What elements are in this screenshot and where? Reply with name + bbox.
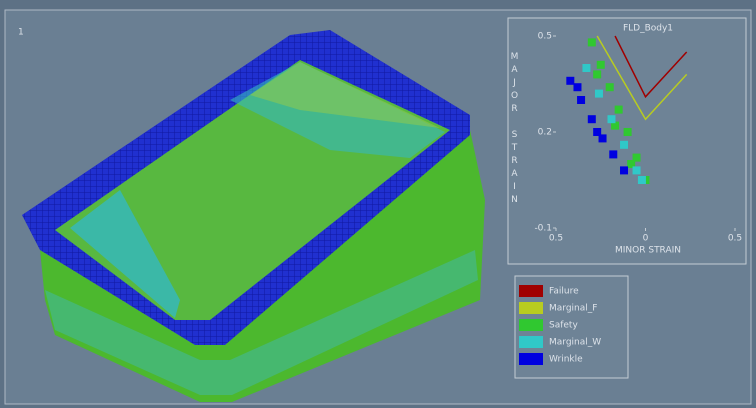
- legend-swatch: [519, 319, 543, 331]
- strain-point: [588, 38, 596, 46]
- strain-point: [620, 141, 628, 149]
- legend-label: Wrinkle: [549, 355, 583, 365]
- strain-point: [624, 128, 632, 136]
- legend-label: Marginal_W: [549, 338, 601, 348]
- strain-point: [595, 90, 603, 98]
- x-tick-label: 0: [643, 234, 649, 244]
- strain-point: [638, 176, 646, 184]
- strain-point: [597, 61, 605, 69]
- y-axis-label: MAJOR STRAIN: [510, 52, 520, 208]
- y-tick-label: 0.5: [538, 32, 552, 42]
- chart-title: FLD_Body1: [623, 24, 673, 34]
- x-axis-label: MINOR STRAIN: [615, 246, 681, 256]
- strain-point: [620, 166, 628, 174]
- legend-label: Failure: [549, 287, 579, 297]
- strain-point: [615, 106, 623, 114]
- strain-point: [566, 77, 574, 85]
- strain-point: [607, 115, 615, 123]
- x-tick-label: 0.5: [728, 234, 742, 244]
- x-tick-label: 0.5: [549, 234, 563, 244]
- strain-point: [582, 64, 590, 72]
- strain-point: [593, 70, 601, 78]
- strain-point: [633, 166, 641, 174]
- strain-point: [609, 150, 617, 158]
- legend-swatch: [519, 336, 543, 348]
- strain-point: [573, 83, 581, 91]
- legend-label: Safety: [549, 321, 578, 331]
- legend-swatch: [519, 285, 543, 297]
- strain-point: [577, 96, 585, 104]
- legend-swatch: [519, 302, 543, 314]
- strain-point: [588, 115, 596, 123]
- y-tick-label: -0.1: [534, 224, 552, 234]
- legend-swatch: [519, 353, 543, 365]
- legend-label: Marginal_F: [549, 304, 597, 314]
- viewport-label: 1: [18, 28, 24, 38]
- strain-point: [606, 83, 614, 91]
- strain-point: [593, 128, 601, 136]
- y-tick-label: 0.2: [538, 128, 552, 138]
- app-window: 1 FLD_Body1 MINOR STRAIN MAJOR STRAIN 0.…: [0, 0, 756, 408]
